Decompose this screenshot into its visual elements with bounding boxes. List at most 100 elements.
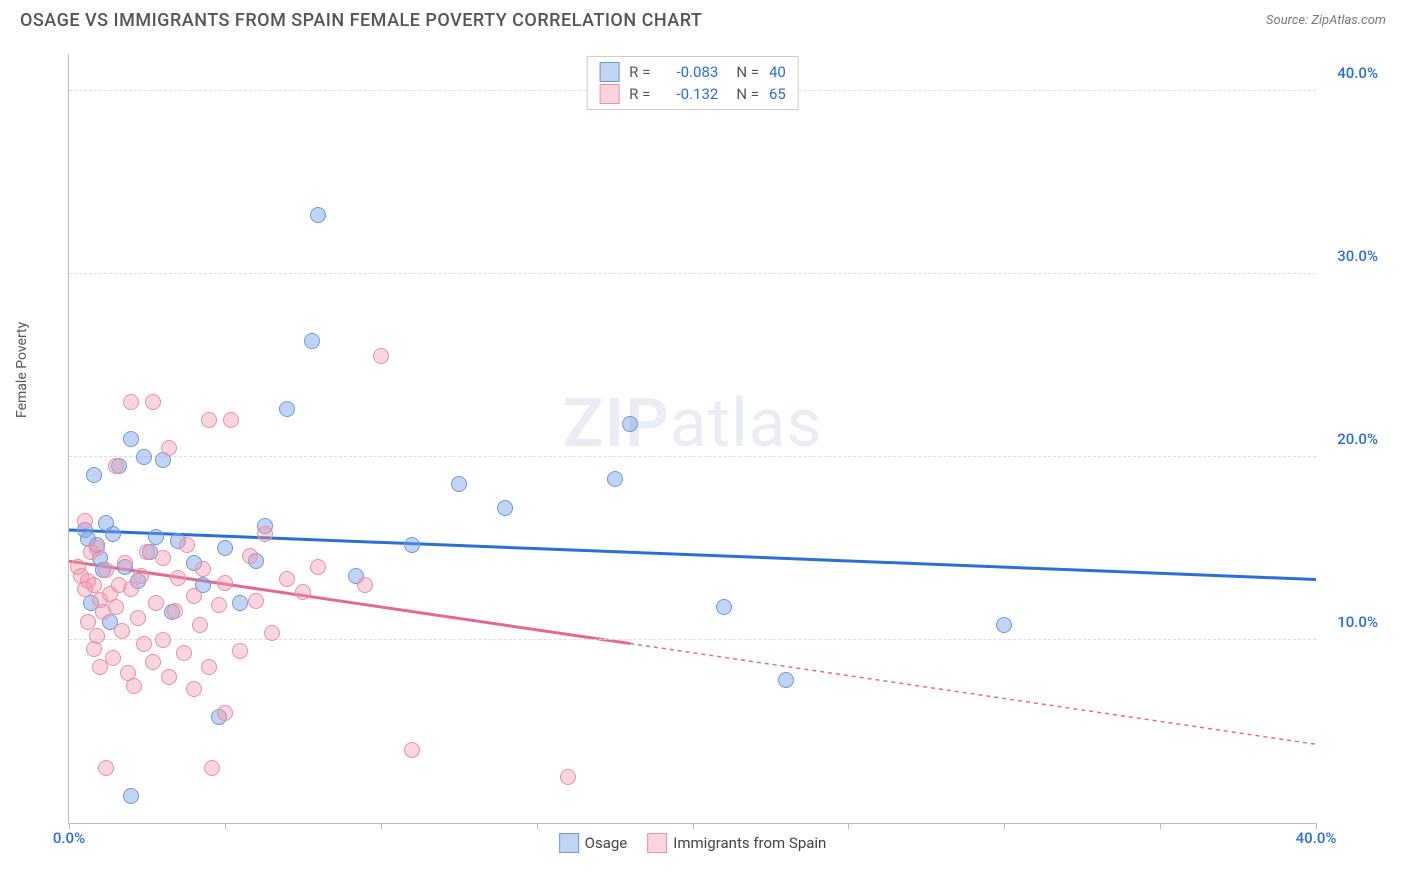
data-point-spain (155, 550, 171, 566)
plot-area: ZIPatlas R =-0.083N =40R =-0.132N =65 Os… (68, 54, 1316, 824)
data-point-spain (217, 705, 233, 721)
gridline (69, 456, 1316, 457)
source-label: Source: ZipAtlas.com (1266, 13, 1386, 28)
data-point-spain (186, 681, 202, 697)
data-point-spain (161, 440, 177, 456)
y-tick-label: 20.0% (1337, 430, 1378, 448)
data-point-osage (86, 467, 102, 483)
data-point-osage (304, 333, 320, 349)
y-tick-label: 40.0% (1337, 64, 1378, 82)
data-point-spain (211, 597, 227, 613)
y-axis-label: Female Poverty (14, 322, 30, 418)
data-point-spain (186, 588, 202, 604)
x-tick-label: 0.0% (53, 829, 85, 847)
data-point-spain (192, 617, 208, 633)
data-point-osage (404, 537, 420, 553)
legend-stats: R =-0.083N =40R =-0.132N =65 (586, 56, 799, 110)
data-point-spain (242, 548, 258, 564)
data-point-osage (123, 431, 139, 447)
data-point-spain (201, 659, 217, 675)
data-point-spain (155, 632, 171, 648)
data-point-spain (404, 742, 420, 758)
data-point-spain (167, 603, 183, 619)
data-point-osage (217, 540, 233, 556)
y-tick-label: 30.0% (1337, 247, 1378, 265)
chart-container: Female Poverty ZIPatlas R =-0.083N =40R … (20, 44, 1386, 872)
data-point-spain (139, 544, 155, 560)
data-point-osage (136, 449, 152, 465)
data-point-spain (161, 669, 177, 685)
data-point-spain (204, 760, 220, 776)
chart-title: OSAGE VS IMMIGRANTS FROM SPAIN FEMALE PO… (20, 10, 702, 31)
data-point-spain (145, 394, 161, 410)
data-point-spain (179, 537, 195, 553)
data-point-spain (133, 568, 149, 584)
data-point-osage (123, 788, 139, 804)
x-tick-mark (848, 823, 849, 829)
legend-swatch (599, 84, 619, 104)
data-point-spain (170, 570, 186, 586)
x-tick-mark (225, 823, 226, 829)
data-point-spain (232, 643, 248, 659)
trendlines-layer (69, 54, 1316, 823)
gridline (69, 639, 1316, 640)
data-point-spain (201, 412, 217, 428)
data-point-spain (264, 625, 280, 641)
data-point-osage (778, 672, 794, 688)
x-tick-mark (1160, 823, 1161, 829)
data-point-spain (130, 610, 146, 626)
data-point-spain (560, 769, 576, 785)
data-point-spain (108, 599, 124, 615)
data-point-spain (108, 458, 124, 474)
data-point-osage (232, 595, 248, 611)
data-point-osage (622, 416, 638, 432)
data-point-osage (497, 500, 513, 516)
watermark: ZIPatlas (562, 383, 822, 463)
x-tick-mark (381, 823, 382, 829)
data-point-spain (98, 562, 114, 578)
data-point-spain (217, 575, 233, 591)
data-point-osage (279, 401, 295, 417)
legend-item: Osage (559, 833, 628, 853)
data-point-spain (223, 412, 239, 428)
data-point-spain (279, 571, 295, 587)
data-point-spain (77, 513, 93, 529)
data-point-spain (310, 559, 326, 575)
legend-swatch (559, 833, 579, 853)
data-point-spain (98, 760, 114, 776)
data-point-osage (607, 471, 623, 487)
data-point-spain (117, 555, 133, 571)
legend-item: Immigrants from Spain (647, 833, 826, 853)
x-tick-mark (69, 823, 70, 829)
legend-swatch (599, 62, 619, 82)
data-point-spain (257, 526, 273, 542)
data-point-osage (105, 526, 121, 542)
gridline (69, 273, 1316, 274)
data-point-spain (148, 595, 164, 611)
data-point-osage (716, 599, 732, 615)
data-point-spain (123, 394, 139, 410)
data-point-osage (451, 476, 467, 492)
x-tick-mark (693, 823, 694, 829)
data-point-spain (80, 614, 96, 630)
data-point-spain (114, 623, 130, 639)
data-point-spain (89, 540, 105, 556)
data-point-spain (86, 577, 102, 593)
data-point-osage (996, 617, 1012, 633)
data-point-spain (105, 650, 121, 666)
data-point-spain (248, 593, 264, 609)
data-point-osage (310, 207, 326, 223)
x-tick-mark (1004, 823, 1005, 829)
x-tick-mark (537, 823, 538, 829)
legend-stats-row: R =-0.132N =65 (599, 83, 786, 105)
data-point-spain (373, 348, 389, 364)
trendline-ext-spain (630, 644, 1316, 745)
data-point-spain (89, 628, 105, 644)
data-point-spain (145, 654, 161, 670)
data-point-spain (176, 645, 192, 661)
y-tick-label: 10.0% (1337, 613, 1378, 631)
data-point-spain (136, 636, 152, 652)
x-tick-label: 40.0% (1296, 829, 1337, 847)
data-point-spain (295, 584, 311, 600)
data-point-spain (357, 577, 373, 593)
